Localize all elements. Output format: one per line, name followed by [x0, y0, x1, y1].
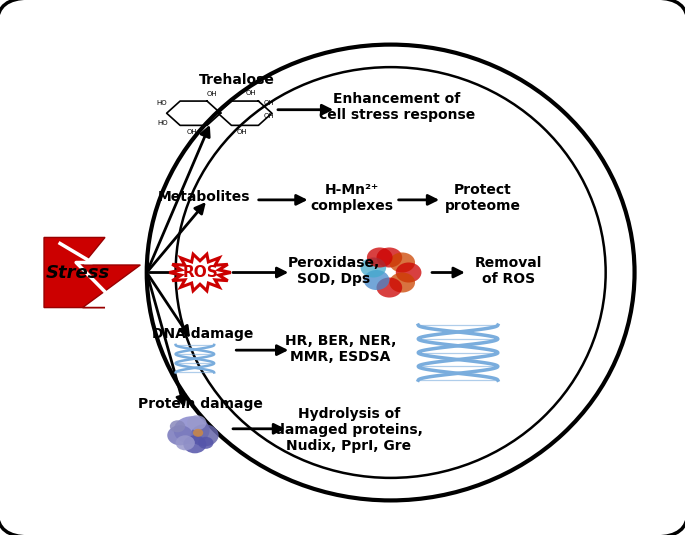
Circle shape	[170, 421, 185, 432]
Circle shape	[364, 270, 389, 290]
Text: OH: OH	[264, 113, 275, 119]
Circle shape	[377, 248, 402, 268]
Text: ROS: ROS	[182, 265, 218, 280]
Text: OH: OH	[187, 129, 197, 135]
Text: DNA damage: DNA damage	[152, 327, 253, 341]
Text: HR, BER, NER,
MMR, ESDSA: HR, BER, NER, MMR, ESDSA	[285, 334, 396, 364]
Text: Protein damage: Protein damage	[138, 397, 262, 411]
Text: OH: OH	[264, 100, 275, 106]
Text: HO: HO	[158, 120, 168, 126]
Polygon shape	[44, 238, 140, 308]
Text: Stress: Stress	[46, 264, 110, 281]
Polygon shape	[169, 254, 231, 291]
Circle shape	[187, 415, 206, 430]
Text: Metabolites: Metabolites	[158, 190, 251, 204]
Text: OH: OH	[236, 129, 247, 135]
Text: Peroxidase,
SOD, Dps: Peroxidase, SOD, Dps	[288, 256, 379, 286]
Circle shape	[389, 253, 415, 272]
Text: Hydrolysis of
damaged proteins,
Nudix, PprI, Gre: Hydrolysis of damaged proteins, Nudix, P…	[275, 407, 423, 454]
Text: Trehalose: Trehalose	[199, 73, 275, 87]
Circle shape	[193, 429, 203, 437]
Circle shape	[167, 425, 193, 445]
Circle shape	[389, 272, 415, 293]
Circle shape	[360, 257, 386, 278]
Circle shape	[174, 416, 210, 445]
Ellipse shape	[147, 44, 634, 500]
Text: H-Mn²⁺
complexes: H-Mn²⁺ complexes	[310, 184, 394, 213]
Circle shape	[175, 435, 195, 450]
Text: Removal
of ROS: Removal of ROS	[475, 256, 542, 286]
Circle shape	[198, 437, 214, 449]
Circle shape	[184, 435, 206, 453]
Circle shape	[190, 424, 219, 446]
Text: HO: HO	[156, 100, 167, 106]
Text: Protect
proteome: Protect proteome	[445, 184, 521, 213]
Text: OH: OH	[246, 90, 257, 96]
Text: OH: OH	[206, 91, 217, 97]
Circle shape	[377, 278, 402, 297]
Circle shape	[396, 263, 421, 282]
Text: Enhancement of
cell stress response: Enhancement of cell stress response	[319, 92, 475, 123]
Circle shape	[367, 248, 393, 268]
